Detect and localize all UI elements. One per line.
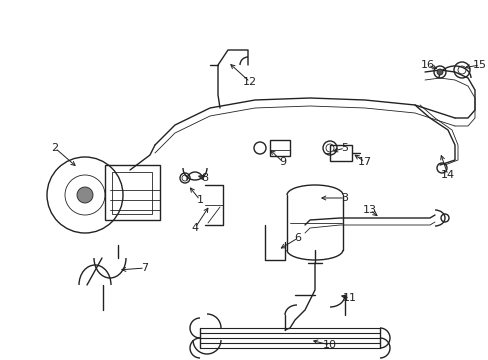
Text: 1: 1 [196,195,203,205]
Text: 11: 11 [342,293,356,303]
Text: 5: 5 [341,143,348,153]
Circle shape [436,69,442,75]
Text: 17: 17 [357,157,371,167]
Circle shape [77,187,93,203]
Bar [112,172,152,214]
Text: 2: 2 [51,143,59,153]
Text: 13: 13 [362,205,376,215]
Text: 3: 3 [341,193,348,203]
Text: 8: 8 [201,173,208,183]
Text: 4: 4 [191,223,198,233]
Text: 16: 16 [420,60,434,70]
Text: 15: 15 [472,60,486,70]
Text: 10: 10 [323,340,336,350]
Bar [269,140,289,156]
Text: 7: 7 [141,263,148,273]
Text: 9: 9 [279,157,286,167]
Text: 6: 6 [294,233,301,243]
Bar [105,165,160,220]
Text: 12: 12 [243,77,257,87]
Bar [329,145,351,161]
Text: 14: 14 [440,170,454,180]
